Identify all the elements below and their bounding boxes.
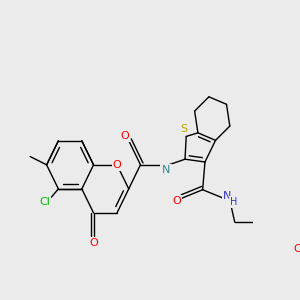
Text: N: N <box>161 165 170 175</box>
Text: Cl: Cl <box>39 197 50 207</box>
Text: O: O <box>172 196 181 206</box>
Text: N: N <box>223 191 231 201</box>
Text: S: S <box>180 124 187 134</box>
Text: O: O <box>112 160 122 170</box>
Text: H: H <box>164 165 171 175</box>
Text: O: O <box>120 131 129 141</box>
Text: O: O <box>293 244 300 254</box>
Text: H: H <box>230 197 238 207</box>
Text: O: O <box>89 238 98 248</box>
